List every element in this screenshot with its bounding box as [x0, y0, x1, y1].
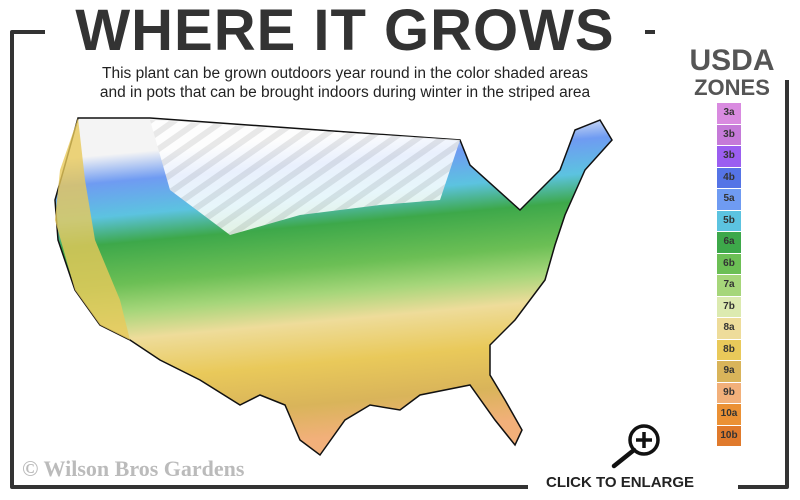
west-coast-zone: [55, 118, 130, 340]
subtitle-line: and in pots that can be brought indoors …: [99, 84, 591, 101]
zone-legend: 3a 3b 3b 4b 5a 5b 6a 6b 7a 7b 8a 8b 9a 9b 10a 10b: [717, 103, 741, 447]
legend-zone-6a: 6a: [717, 232, 741, 253]
page-title: WHERE IT GROWS: [75, 0, 615, 63]
enlarge-label: CLICK TO ENLARGE: [546, 474, 695, 491]
legend-title-line: USDA: [689, 44, 775, 77]
subtitle: This plant can be grown outdoors year ro…: [40, 64, 650, 102]
legend-zone-3a: 3a: [717, 103, 741, 124]
legend-zone-3b: 3b: [717, 146, 741, 167]
legend-zone-5b: 5b: [717, 210, 741, 231]
striped-area: [150, 120, 460, 235]
legend-zone-9a: 9a: [717, 361, 741, 382]
frame-gap: [45, 20, 645, 40]
legend-zone-10b: 10b: [717, 425, 741, 446]
legend-zone-10a: 10a: [717, 404, 741, 425]
legend-zone-3b: 3b: [717, 124, 741, 145]
legend-zone-6b: 6b: [717, 253, 741, 274]
magnifier-plus-icon[interactable]: [606, 420, 666, 470]
subtitle-line: This plant can be grown outdoors year ro…: [102, 65, 588, 82]
legend-title-line: ZONES: [694, 75, 770, 100]
legend-zone-7b: 7b: [717, 296, 741, 317]
legend-zone-8b: 8b: [717, 339, 741, 360]
legend-zone-8a: 8a: [717, 318, 741, 339]
legend-title: USDA ZONES: [672, 46, 792, 100]
legend-zone-7a: 7a: [717, 275, 741, 296]
frame-gap: [655, 20, 795, 80]
legend-zone-9b: 9b: [717, 382, 741, 403]
copyright: © Wilson Bros Gardens: [22, 456, 245, 481]
legend-zone-5a: 5a: [717, 189, 741, 210]
legend-zone-4b: 4b: [717, 167, 741, 188]
click-to-enlarge-button[interactable]: CLICK TO ENLARGE: [528, 462, 738, 498]
